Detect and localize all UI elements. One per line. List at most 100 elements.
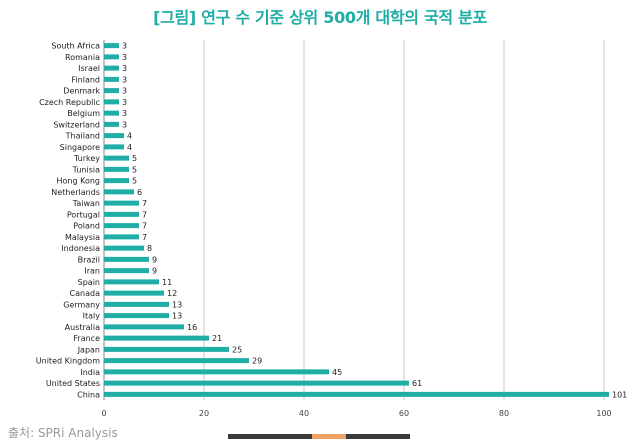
- bar: [104, 54, 119, 60]
- bar: [104, 43, 119, 49]
- x-tick-label: 100: [596, 409, 611, 418]
- category-label: Taiwan: [72, 199, 100, 208]
- bar: [104, 211, 139, 217]
- value-label: 6: [137, 188, 142, 197]
- value-label: 45: [332, 368, 342, 377]
- bar: [104, 88, 119, 94]
- category-label: China: [77, 390, 100, 399]
- value-label: 25: [232, 345, 242, 354]
- bar: [104, 133, 124, 139]
- bar: [104, 121, 119, 127]
- x-tick-label: 20: [199, 409, 209, 418]
- category-label: Japan: [77, 345, 100, 354]
- value-label: 3: [122, 53, 127, 62]
- category-label: India: [80, 368, 100, 377]
- category-label: Switzerland: [53, 120, 100, 129]
- bar: [104, 76, 119, 82]
- category-label: Iran: [84, 267, 100, 276]
- bar: [104, 234, 139, 240]
- bar: [104, 245, 144, 251]
- value-label: 61: [412, 379, 422, 388]
- bar: [104, 200, 139, 206]
- x-tick-label: 0: [101, 409, 106, 418]
- value-label: 3: [122, 120, 127, 129]
- category-label: Portugal: [67, 210, 100, 219]
- value-label: 5: [132, 154, 137, 163]
- bar: [104, 301, 169, 307]
- category-label: Canada: [70, 289, 101, 298]
- bar: [104, 178, 129, 184]
- bar: [104, 358, 249, 364]
- category-label: Germany: [63, 300, 100, 309]
- x-tick-label: 60: [399, 409, 409, 418]
- value-label: 16: [187, 323, 197, 332]
- category-label: Denmark: [63, 87, 100, 96]
- value-label: 4: [127, 132, 132, 141]
- footer-bar-accent: [312, 434, 346, 439]
- bar: [104, 380, 409, 386]
- category-label: Spain: [78, 278, 100, 287]
- bar: [104, 256, 149, 262]
- value-label: 9: [152, 267, 157, 276]
- bar: [104, 155, 129, 161]
- value-label: 9: [152, 255, 157, 264]
- value-label: 3: [122, 87, 127, 96]
- bar: [104, 65, 119, 71]
- value-label: 3: [122, 98, 127, 107]
- category-label: Thailand: [65, 132, 100, 141]
- x-tick-label: 40: [299, 409, 309, 418]
- category-label: Turkey: [73, 154, 100, 163]
- bar: [104, 99, 119, 105]
- category-label: South Africa: [51, 42, 100, 51]
- value-label: 3: [122, 42, 127, 51]
- value-label: 12: [167, 289, 177, 298]
- value-label: 3: [122, 75, 127, 84]
- value-label: 7: [142, 199, 147, 208]
- value-label: 21: [212, 334, 222, 343]
- value-label: 7: [142, 210, 147, 219]
- category-label: Israel: [78, 64, 100, 73]
- category-label: Singapore: [60, 143, 100, 152]
- category-label: Netherlands: [51, 188, 100, 197]
- category-label: Indonesia: [61, 244, 100, 253]
- bar: [104, 313, 169, 319]
- category-label: United Kingdom: [36, 357, 100, 366]
- category-label: Brazil: [78, 255, 100, 264]
- value-label: 13: [172, 312, 182, 321]
- value-label: 29: [252, 357, 262, 366]
- bar: [104, 369, 329, 375]
- bar: [104, 279, 159, 285]
- source-note: 출처: SPRi Analysis: [8, 426, 118, 440]
- value-label: 3: [122, 64, 127, 73]
- category-label: Belgium: [67, 109, 100, 118]
- bar: [104, 335, 209, 341]
- value-label: 5: [132, 165, 137, 174]
- bar: [104, 110, 119, 116]
- bar: [104, 166, 129, 172]
- category-label: Poland: [73, 222, 100, 231]
- value-label: 7: [142, 222, 147, 231]
- value-label: 8: [147, 244, 152, 253]
- bar: [104, 144, 124, 150]
- category-label: Australia: [65, 323, 100, 332]
- bar: [104, 189, 134, 195]
- value-label: 13: [172, 300, 182, 309]
- value-label: 101: [612, 390, 627, 399]
- value-label: 4: [127, 143, 132, 152]
- category-label: Hong Kong: [57, 177, 101, 186]
- value-label: 5: [132, 177, 137, 186]
- value-label: 11: [162, 278, 172, 287]
- category-label: Finland: [71, 75, 100, 84]
- category-label: Romania: [65, 53, 100, 62]
- category-label: Czech Republic: [39, 98, 100, 107]
- category-label: Malaysia: [65, 233, 100, 242]
- category-label: France: [73, 334, 100, 343]
- value-label: 3: [122, 109, 127, 118]
- bar: [104, 346, 229, 352]
- category-label: Italy: [83, 312, 101, 321]
- chart-title: [그림] 연구 수 기준 상위 500개 대학의 국적 분포: [153, 8, 487, 27]
- bar: [104, 290, 164, 296]
- bar: [104, 324, 184, 330]
- x-tick-label: 80: [499, 409, 509, 418]
